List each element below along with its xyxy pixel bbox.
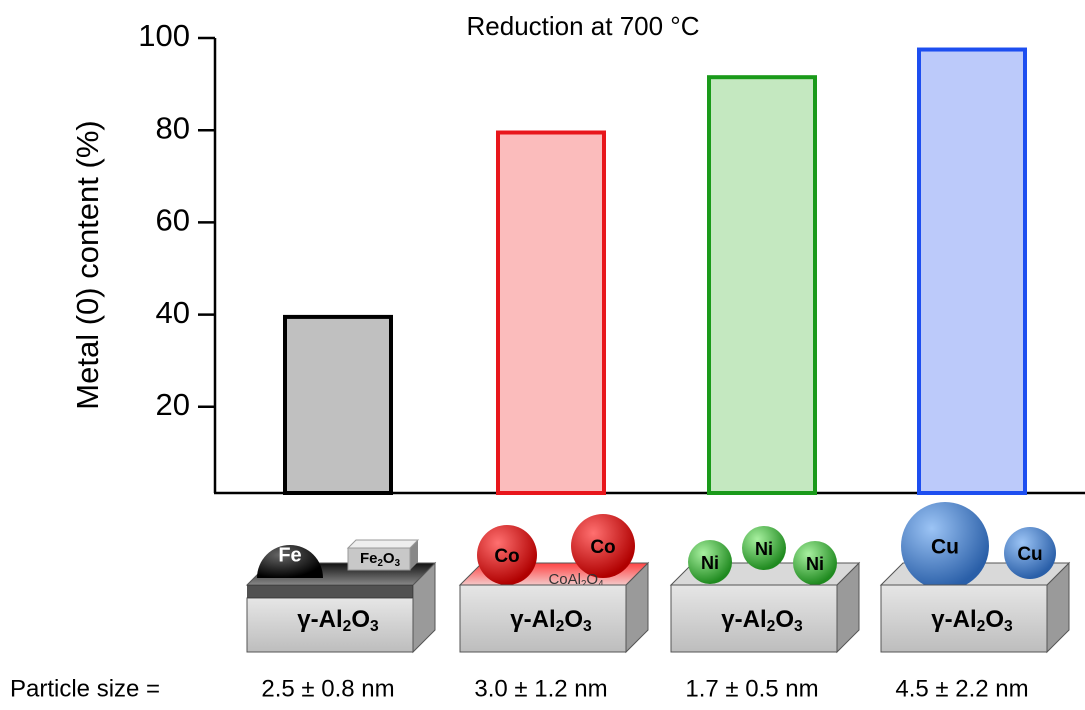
particle-size-label: Particle size = bbox=[10, 675, 160, 702]
support-label: γ-Al2O3 bbox=[510, 606, 592, 635]
particle-size: 3.0 ± 1.2 nm bbox=[474, 675, 607, 702]
particle-label: Cu bbox=[1017, 544, 1042, 565]
text-part: O bbox=[564, 606, 583, 633]
text-part: Fe bbox=[360, 550, 378, 567]
text-part: γ-Al bbox=[721, 606, 766, 633]
bar bbox=[498, 133, 604, 493]
particle-label: Co bbox=[590, 537, 615, 558]
text-part: γ-Al bbox=[297, 606, 342, 633]
y-tick-label: 40 bbox=[156, 295, 190, 330]
page: Reduction at 700 °C Metal (0) content (%… bbox=[0, 0, 1085, 710]
particle-size: 4.5 ± 2.2 nm bbox=[895, 675, 1028, 702]
particle-label: Ni bbox=[701, 553, 719, 573]
text-part: 3 bbox=[1004, 618, 1013, 635]
bar bbox=[919, 50, 1025, 493]
particle-label: Cu bbox=[931, 536, 959, 559]
support-label: γ-Al2O3 bbox=[297, 606, 379, 635]
text-part: O bbox=[985, 606, 1004, 633]
particle-label: Co bbox=[494, 546, 519, 567]
particle-label: Fe bbox=[278, 544, 301, 566]
text-part: O bbox=[351, 606, 370, 633]
spinel-layer bbox=[247, 585, 413, 598]
particle-label: Ni bbox=[755, 539, 773, 559]
text-part: O bbox=[383, 550, 395, 567]
y-tick-label: 20 bbox=[156, 387, 190, 422]
chart: Reduction at 700 °C Metal (0) content (%… bbox=[0, 0, 1085, 710]
y-tick-label: 80 bbox=[156, 110, 190, 145]
text-part: 3 bbox=[395, 557, 401, 568]
text-part: γ-Al bbox=[510, 606, 555, 633]
text-part: 3 bbox=[794, 618, 803, 635]
text-part: 2 bbox=[556, 618, 565, 635]
y-axis-label: Metal (0) content (%) bbox=[70, 120, 105, 409]
text-part: 2 bbox=[767, 618, 776, 635]
text-part: 3 bbox=[370, 618, 379, 635]
chart-title: Reduction at 700 °C bbox=[467, 11, 700, 41]
text-part: 2 bbox=[343, 618, 352, 635]
bar bbox=[709, 77, 815, 493]
y-tick-label: 60 bbox=[156, 203, 190, 238]
text-part: 2 bbox=[977, 618, 986, 635]
particle-label: Ni bbox=[806, 554, 824, 574]
bar bbox=[285, 317, 391, 493]
text-part: 3 bbox=[583, 618, 592, 635]
particle-size: 2.5 ± 0.8 nm bbox=[261, 675, 394, 702]
support-label: γ-Al2O3 bbox=[721, 606, 803, 635]
y-tick-label: 100 bbox=[138, 18, 190, 53]
text-part: γ-Al bbox=[931, 606, 976, 633]
particle-size: 1.7 ± 0.5 nm bbox=[685, 675, 818, 702]
support-label: γ-Al2O3 bbox=[931, 606, 1013, 635]
text-part: O bbox=[775, 606, 794, 633]
oxide-top bbox=[348, 540, 418, 548]
